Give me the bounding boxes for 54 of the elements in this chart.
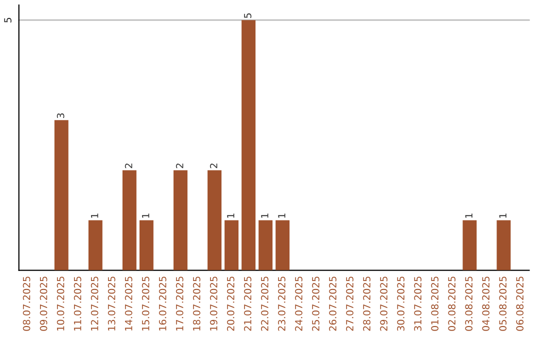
x-tick-label: 06.08.2025 — [516, 276, 524, 331]
x-tick-label: 20.07.2025 — [226, 276, 234, 331]
bar — [88, 220, 102, 270]
data-label: 1 — [91, 214, 98, 218]
x-tick-label: 17.07.2025 — [176, 276, 184, 330]
x-tick-label: 18.07.2025 — [192, 276, 200, 330]
x-tick-label: 04.08.2025 — [482, 276, 490, 331]
x-tick-label: 23.07.2025 — [278, 276, 286, 331]
x-tick-label: 28.07.2025 — [363, 276, 370, 331]
bar — [208, 170, 222, 270]
data-label: 1 — [142, 214, 150, 218]
data-label: 1 — [227, 214, 234, 218]
x-tick-label: 25.07.2025 — [312, 276, 320, 331]
bar — [258, 220, 273, 270]
bar — [462, 220, 477, 270]
x-tick-label: 14.07.2025 — [124, 276, 132, 330]
bar — [140, 220, 154, 270]
x-tick-label: 13.07.2025 — [108, 276, 116, 330]
data-label: 2 — [176, 164, 184, 168]
x-tick-label: 24.07.2025 — [295, 276, 302, 331]
x-tick-label: 10.07.2025 — [56, 276, 64, 330]
x-tick-label: 30.07.2025 — [397, 276, 404, 331]
data-label: 1 — [278, 214, 286, 218]
data-label: 1 — [499, 214, 506, 218]
x-tick-label: 09.07.2025 — [40, 276, 48, 331]
data-label: 1 — [465, 214, 472, 218]
bar — [276, 220, 290, 270]
bar — [242, 20, 256, 270]
x-tick-label: 15.07.2025 — [142, 276, 150, 330]
bar — [122, 170, 136, 270]
x-tick-label: 16.07.2025 — [158, 276, 166, 330]
x-tick-label: 26.07.2025 — [329, 276, 336, 331]
x-tick-label: 31.07.2025 — [414, 276, 422, 331]
x-tick-label: 01.08.2025 — [431, 276, 438, 331]
x-tick-label: 29.07.2025 — [380, 276, 388, 331]
data-label: 5 — [244, 13, 252, 18]
bar — [174, 170, 188, 270]
x-tick-label: 11.07.2025 — [74, 276, 82, 330]
x-tick-label: 19.07.2025 — [210, 276, 218, 330]
data-label: 1 — [261, 214, 268, 218]
bar — [54, 120, 68, 270]
data-label: 2 — [210, 164, 218, 168]
data-label: 2 — [124, 164, 132, 168]
x-tick-label: 02.08.2025 — [448, 276, 456, 331]
x-tick-label: 22.07.2025 — [261, 276, 268, 331]
x-tick-label: 08.07.2025 — [22, 276, 30, 331]
x-tick-label: 27.07.2025 — [346, 276, 354, 331]
x-tick-label: 03.08.2025 — [465, 276, 472, 331]
x-tick-label: 21.07.2025 — [244, 276, 252, 331]
bar — [496, 220, 511, 270]
bar — [224, 220, 238, 270]
data-label: 3 — [56, 113, 64, 118]
x-tick-label: 12.07.2025 — [90, 276, 98, 330]
x-tick-label: 05.08.2025 — [499, 276, 507, 331]
